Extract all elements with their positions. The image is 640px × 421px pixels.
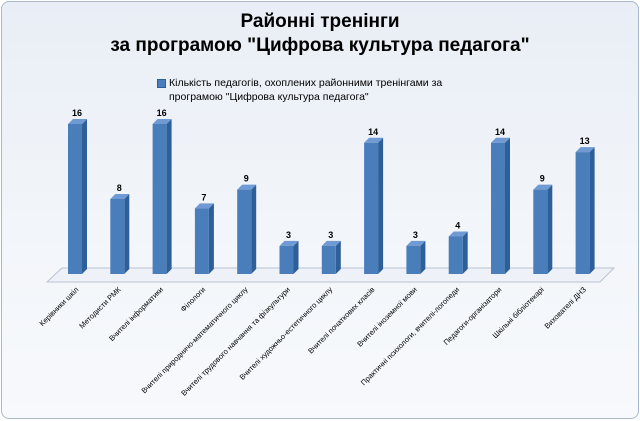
bar-top [152, 119, 172, 124]
legend-label: Кількість педагогів, охоплених районними… [169, 77, 443, 103]
tick-label: Методисти РМК [77, 285, 123, 331]
bar [575, 152, 590, 274]
bar-side [420, 240, 426, 274]
legend-swatch [157, 79, 166, 88]
bar-side [251, 184, 257, 274]
bar-side [589, 147, 595, 274]
bar-side [462, 231, 468, 274]
data-label: 3 [413, 230, 418, 240]
bar [491, 142, 505, 274]
data-label: 14 [495, 127, 505, 137]
bar-side [547, 184, 553, 274]
tick-label: Керівники шкіл [38, 285, 81, 328]
bar-side [124, 194, 130, 274]
bar [364, 142, 379, 274]
data-label: 8 [117, 183, 122, 193]
bar [237, 189, 252, 274]
bar-top [279, 240, 299, 246]
tick-label: Філологи [179, 285, 208, 314]
bar [194, 208, 209, 274]
tick-label: Вихователі ДНЗ [542, 285, 588, 331]
bar-side [293, 240, 299, 274]
bar-side [166, 119, 172, 274]
data-label: 9 [244, 174, 249, 184]
chart-title: Районні тренінги за програмою "Цифрова к… [2, 10, 638, 58]
data-label: 4 [455, 221, 460, 231]
bar-top [321, 240, 341, 246]
data-label: 16 [157, 108, 167, 118]
chart-floor [45, 267, 616, 283]
bar-top [237, 184, 257, 190]
bar-top [110, 194, 130, 199]
tick-label: Вчителі художньо-естетичного циклу [238, 285, 335, 382]
chart-title-line-2: за програмою "Цифрова культура педагога" [110, 35, 530, 56]
bar-top [533, 184, 553, 190]
bar [152, 124, 167, 274]
bar-top [68, 119, 87, 124]
data-label: 13 [580, 136, 590, 146]
bar-top [364, 137, 384, 143]
data-label: 7 [201, 192, 206, 202]
chart-title-line-1: Районні тренінги [240, 11, 400, 32]
bar-side [505, 137, 510, 274]
data-label: 3 [286, 230, 291, 240]
bar-top [491, 137, 510, 143]
bar-top [575, 147, 595, 153]
bar [279, 245, 294, 274]
bar-top [448, 231, 468, 237]
bar-side [378, 137, 384, 274]
bar-top [194, 203, 214, 209]
bar [533, 189, 548, 274]
data-label: 3 [328, 230, 333, 240]
bar-top [406, 240, 426, 246]
bar-side [208, 203, 214, 274]
bar [321, 245, 336, 274]
bar [448, 236, 463, 274]
bar [110, 199, 125, 274]
data-label: 9 [540, 174, 545, 184]
data-label: 16 [72, 108, 82, 118]
bar-side [335, 240, 341, 274]
bar-side [82, 119, 87, 274]
bar [68, 124, 82, 274]
data-label: 14 [368, 127, 378, 137]
bar [406, 245, 421, 274]
